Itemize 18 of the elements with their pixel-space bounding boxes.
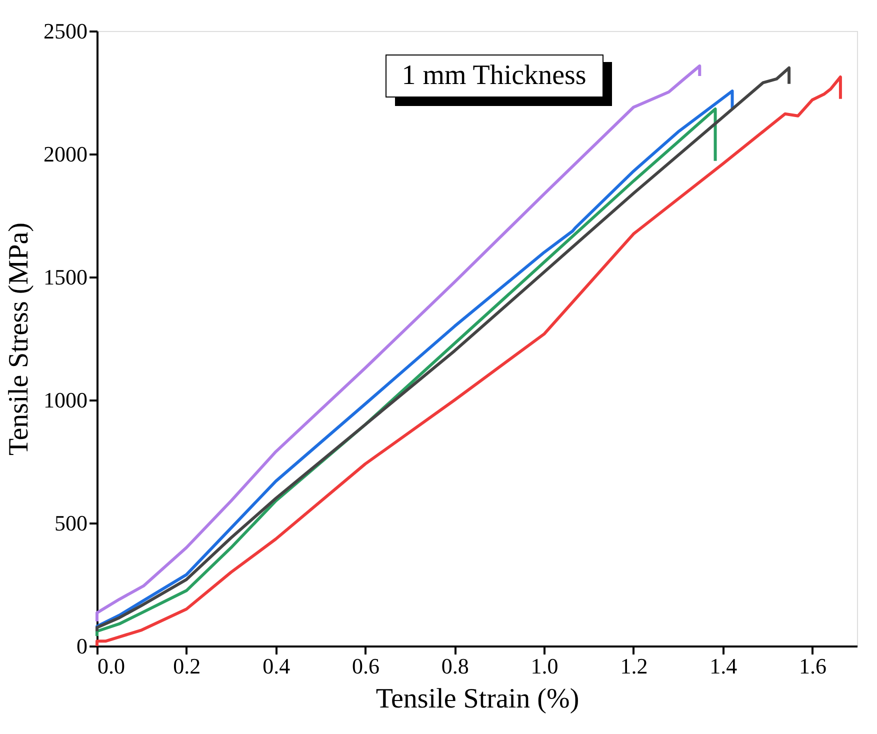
y-tick-label: 2500 [44, 18, 88, 44]
y-tick-label: 1000 [44, 388, 88, 412]
y-tick-label: 2000 [44, 142, 88, 166]
x-axis-title: Tensile Strain (%) [376, 684, 580, 714]
x-tick-label: 1.4 [710, 654, 738, 678]
y-axis-title: Tensile Stress (MPa) [4, 222, 34, 456]
x-tick-label: 1.6 [799, 654, 827, 678]
x-tick-label: 0.8 [441, 654, 469, 678]
annotation: 1 mm Thickness [402, 60, 586, 91]
x-tick-label: 0.6 [352, 654, 380, 678]
x-tick-label: 1.0 [530, 654, 558, 678]
y-tick-label: 500 [54, 510, 88, 536]
y-tick-label: 0 [76, 634, 88, 658]
x-tick-label: 0.0 [98, 654, 125, 678]
x-tick-label: 1.2 [620, 654, 648, 678]
x-tick-label: 0.4 [262, 654, 290, 678]
x-tick-label: 0.2 [173, 654, 201, 678]
y-tick-label: 1500 [44, 264, 88, 290]
